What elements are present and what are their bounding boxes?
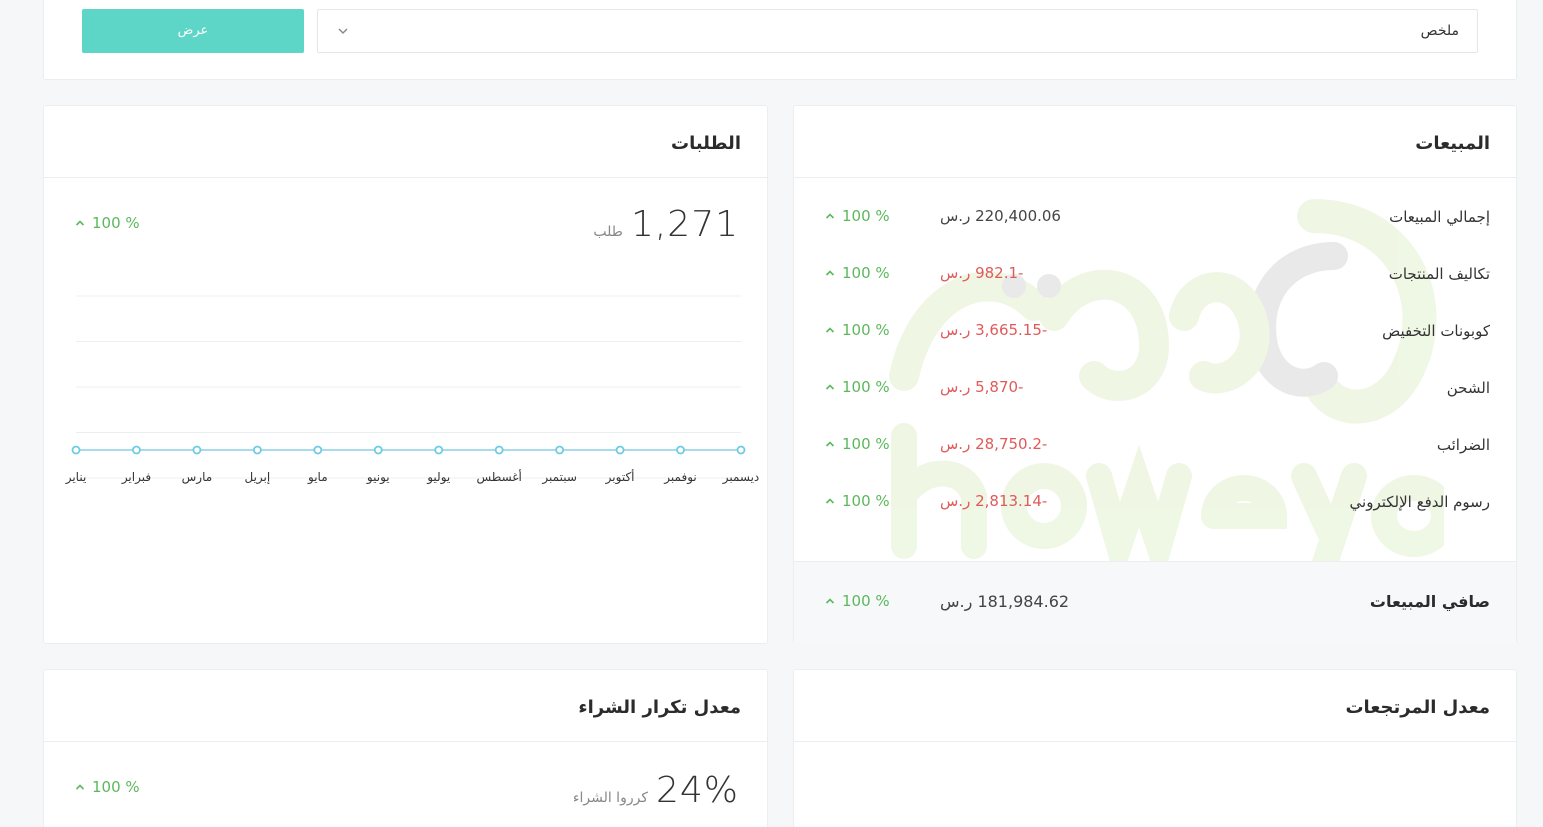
change-value: 100 %: [842, 321, 890, 339]
chart-x-tick-label: يونيو: [366, 470, 390, 485]
chart-x-tick-label: إبريل: [244, 470, 270, 485]
repeat-purchase-value: 24%: [655, 770, 739, 811]
chart-point[interactable]: [373, 445, 383, 455]
change-value: 100 %: [92, 214, 140, 232]
chart-x-tick-label: يوليو: [426, 470, 450, 485]
chevron-up-icon: [75, 784, 85, 790]
orders-line-chart: ديسمبر نوفمبر أكتوبر سبتمبر أغسطس يوليو يونيو م…: [65, 295, 760, 485]
repeat-purchase-unit: كرروا الشراء: [572, 790, 648, 806]
orders-title: الطلبات: [670, 133, 741, 154]
repeat-purchase-title: معدل تكرار الشراء: [578, 697, 741, 718]
sales-row: إجمالي المبيعات 220,400.06 ر.س 100 %: [794, 204, 1516, 234]
sales-row-change: 100 %: [824, 264, 890, 282]
change-value: 100 %: [842, 435, 890, 453]
sales-row-change: 100 %: [824, 321, 890, 339]
chart-x-tick-label: نوفمبر: [663, 470, 696, 485]
sales-row: كوبونات التخفيض -3,665.15 ر.س 100 %: [794, 318, 1516, 348]
sales-row-amount: -2,813.14 ر.س: [940, 492, 1048, 510]
chart-point[interactable]: [71, 445, 81, 455]
sales-row-change: 100 %: [824, 492, 890, 510]
sales-row-label: تكاليف المنتجات: [1388, 265, 1490, 283]
orders-change: 100 %: [74, 214, 140, 232]
sales-row: الشحن -5,870 ر.س 100 %: [794, 375, 1516, 405]
sales-row-amount: -28,750.2 ر.س: [940, 435, 1048, 453]
chart-point[interactable]: [615, 445, 625, 455]
repeat-purchase-change: 100 %: [74, 778, 140, 796]
chevron-up-icon: [825, 327, 835, 333]
sales-row-label: كوبونات التخفيض: [1382, 322, 1490, 340]
change-value: 100 %: [842, 207, 890, 225]
chevron-up-icon: [825, 270, 835, 276]
net-sales-change: 100 %: [824, 592, 890, 610]
change-value: 100 %: [842, 378, 890, 396]
chart-x-tick-label: سبتمبر: [541, 470, 576, 485]
sales-header: المبيعات: [794, 106, 1516, 178]
sales-row-label: إجمالي المبيعات: [1389, 208, 1490, 226]
chart-x-tick-label: أغسطس: [476, 469, 521, 485]
chevron-up-icon: [825, 384, 835, 390]
chevron-up-icon: [825, 441, 835, 447]
sales-row: الضرائب -28,750.2 ر.س 100 %: [794, 432, 1516, 462]
chart-x-tick-label: فبراير: [121, 470, 151, 485]
sales-row-amount: 220,400.06 ر.س: [940, 207, 1061, 225]
chart-point[interactable]: [434, 445, 444, 455]
returns-title: معدل المرتجعات: [1345, 697, 1490, 718]
sales-row-label: الضرائب: [1436, 436, 1490, 454]
chart-x-tick-label: يناير: [65, 470, 87, 485]
chart-point[interactable]: [313, 445, 323, 455]
chevron-up-icon: [75, 220, 85, 226]
sales-title: المبيعات: [1415, 133, 1490, 154]
view-button[interactable]: عرض: [82, 9, 304, 53]
chart-x-tick-label: ديسمبر: [722, 470, 760, 485]
chart-point[interactable]: [192, 445, 202, 455]
sales-row-amount: -982.1 ر.س: [940, 264, 1024, 282]
chart-point[interactable]: [494, 445, 504, 455]
report-type-select[interactable]: ملخص: [317, 9, 1478, 53]
sales-row: تكاليف المنتجات -982.1 ر.س 100 %: [794, 261, 1516, 291]
chart-x-tick-label: مايو: [307, 470, 328, 485]
chart-point[interactable]: [252, 445, 262, 455]
report-type-value: ملخص: [1420, 23, 1459, 39]
chevron-down-icon: [336, 23, 350, 42]
net-sales-label: صافي المبيعات: [1369, 592, 1490, 611]
sales-row-label: الشحن: [1446, 379, 1490, 397]
chart-point[interactable]: [736, 445, 746, 455]
chart-point[interactable]: [676, 445, 685, 455]
chart-point[interactable]: [555, 445, 565, 455]
chart-point[interactable]: [132, 445, 141, 455]
orders-header: الطلبات: [44, 106, 767, 178]
repeat-purchase-total: كرروا الشراء 24%: [573, 770, 739, 811]
sales-row-amount: -3,665.15 ر.س: [940, 321, 1048, 339]
orders-count: 1,271: [630, 204, 739, 245]
net-sales-row: صافي المبيعات 181,984.62 ر.س 100 %: [794, 561, 1516, 644]
sales-row-change: 100 %: [824, 207, 890, 225]
change-value: 100 %: [92, 778, 140, 796]
sales-row: رسوم الدفع الإلكتروني -2,813.14 ر.س 100 …: [794, 489, 1516, 519]
chevron-up-icon: [825, 598, 835, 604]
change-value: 100 %: [842, 264, 890, 282]
change-value: 100 %: [842, 592, 890, 610]
sales-row-change: 100 %: [824, 435, 890, 453]
chart-x-tick-label: أكتوبر: [605, 469, 635, 485]
returns-card: معدل المرتجعات: [793, 669, 1517, 827]
filter-bar: عرض ملخص: [43, 0, 1517, 80]
sales-row-label: رسوم الدفع الإلكتروني: [1349, 493, 1490, 511]
returns-header: معدل المرتجعات: [794, 670, 1516, 742]
sales-row-amount: -5,870 ر.س: [940, 378, 1024, 396]
chevron-up-icon: [825, 498, 835, 504]
repeat-purchase-card: معدل تكرار الشراء كرروا الشراء 24% 100 %: [43, 669, 768, 827]
sales-card: المبيعات إجمالي المبيعات 220,400.06 ر.س …: [793, 105, 1517, 644]
orders-card: الطلبات طلب 1,271 100 % ديسمبر نوفمبر أكتو…: [43, 105, 768, 644]
orders-unit: طلب: [593, 224, 623, 240]
repeat-purchase-header: معدل تكرار الشراء: [44, 670, 767, 742]
change-value: 100 %: [842, 492, 890, 510]
chart-x-tick-label: مارس: [182, 470, 213, 485]
chevron-up-icon: [825, 213, 835, 219]
orders-total: طلب 1,271: [593, 204, 739, 245]
sales-row-change: 100 %: [824, 378, 890, 396]
net-sales-amount: 181,984.62 ر.س: [940, 592, 1070, 611]
